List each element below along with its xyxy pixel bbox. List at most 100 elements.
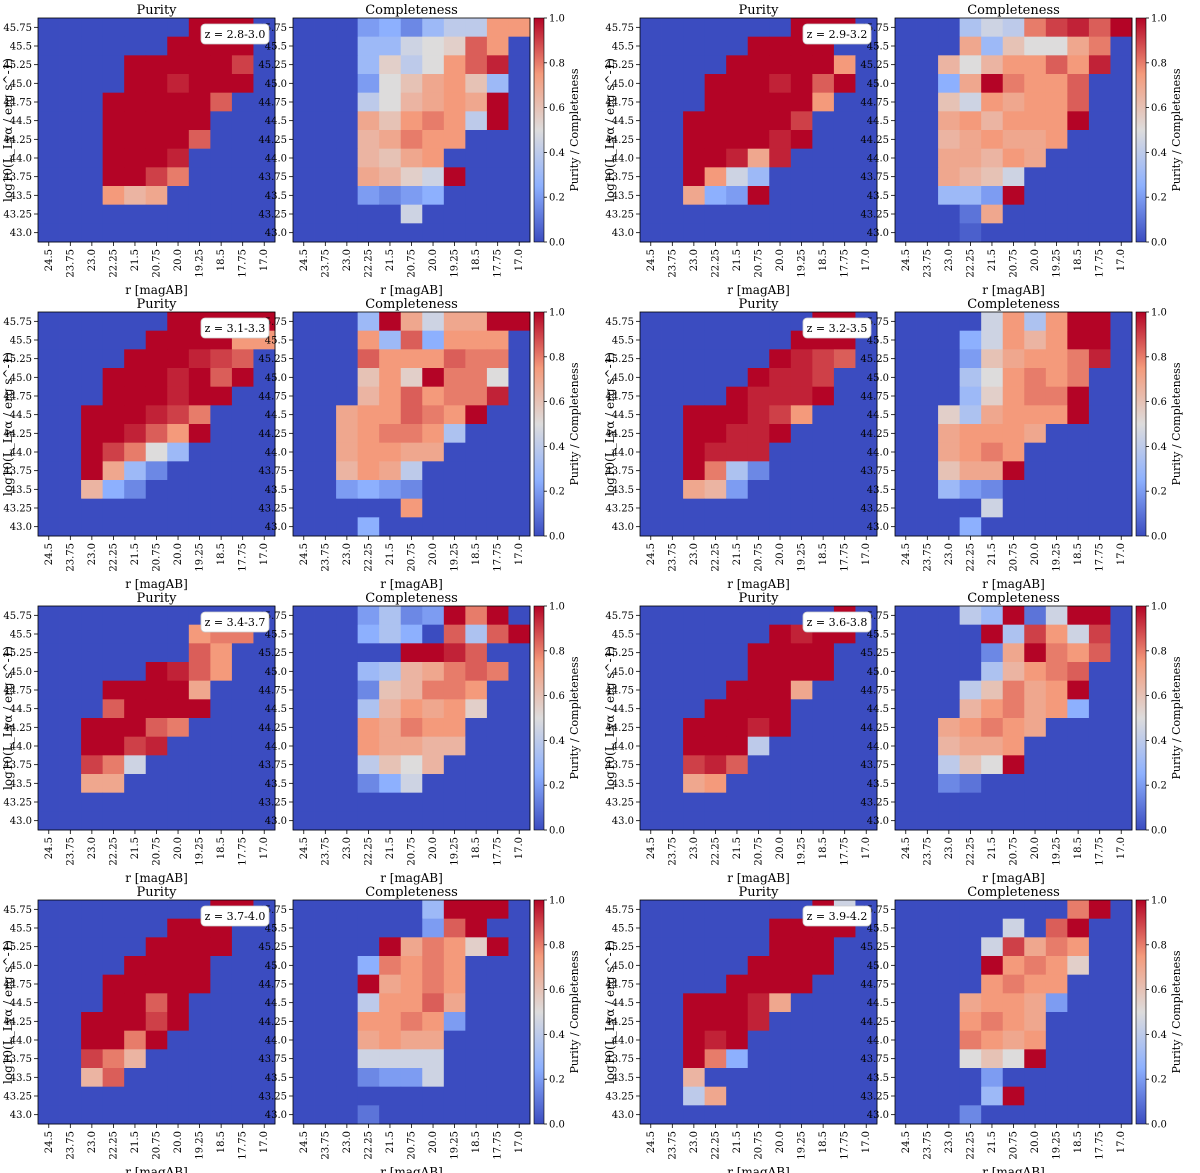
purity-cell	[640, 993, 662, 1013]
purity-cell	[726, 405, 749, 425]
y-tick-label: 45.25	[258, 60, 287, 71]
completeness-cell	[1110, 811, 1133, 831]
x-tick-label: 24.5	[901, 1131, 912, 1153]
y-tick-label: 43.5	[265, 191, 287, 202]
purity-cell	[640, 900, 662, 920]
x-tick-label: 23.75	[65, 837, 76, 866]
completeness-cell	[293, 1049, 315, 1069]
x-tick-label: 20.0	[428, 1131, 439, 1153]
completeness-cell	[1088, 900, 1111, 920]
completeness-cell	[959, 699, 982, 719]
completeness-cell	[1088, 606, 1111, 626]
purity-cell	[38, 811, 60, 831]
x-tick-label: 23.0	[342, 543, 353, 565]
completeness-cell	[895, 792, 917, 812]
completeness-cell	[422, 405, 445, 425]
purity-cell	[102, 148, 125, 168]
purity-cell	[81, 974, 104, 994]
y-tick-label: 44.5	[10, 998, 32, 1009]
completeness-cell	[938, 1105, 961, 1125]
completeness-cell	[443, 680, 466, 700]
completeness-cell	[422, 148, 445, 168]
purity-cell	[769, 368, 792, 388]
x-tick-label: 24.5	[299, 249, 310, 271]
purity-cell	[210, 1068, 233, 1088]
completeness-cell	[1024, 74, 1047, 94]
completeness-cell	[895, 937, 917, 957]
completeness-cell	[959, 937, 982, 957]
x-tick-label: 18.5	[818, 837, 829, 859]
purity-cell	[102, 186, 125, 206]
purity-cell	[188, 223, 211, 243]
completeness-cell	[465, 330, 488, 350]
completeness-cell	[314, 1030, 337, 1050]
completeness-cell	[1024, 974, 1047, 994]
x-tick-label: 17.75	[840, 543, 851, 572]
purity-cell	[167, 312, 190, 332]
completeness-cell	[1088, 918, 1111, 938]
colorbar-tick-label: 1.0	[549, 308, 565, 319]
purity-cell	[188, 718, 211, 738]
purity-cell	[855, 442, 878, 462]
purity-cell	[102, 517, 125, 537]
x-tick-label: 19.25	[195, 249, 206, 278]
purity-cell	[661, 368, 684, 388]
purity-cell	[726, 55, 749, 75]
completeness-cell	[938, 498, 961, 518]
completeness-cell	[400, 386, 423, 406]
completeness-cell	[1002, 517, 1025, 537]
completeness-cell	[293, 1105, 315, 1125]
completeness-cell	[357, 624, 380, 644]
completeness-cell	[938, 330, 961, 350]
completeness-cell	[336, 900, 359, 920]
x-tick-label: 20.75	[754, 543, 765, 572]
completeness-cell	[981, 624, 1004, 644]
purity-cell	[253, 792, 276, 812]
purity-cell	[188, 55, 211, 75]
y-tick-label: 44.75	[860, 392, 889, 403]
purity-cell	[661, 811, 684, 831]
purity-cell	[812, 1086, 835, 1106]
completeness-cell	[486, 937, 509, 957]
purity-cell	[833, 480, 856, 500]
completeness-cell	[1024, 956, 1047, 976]
completeness-cell	[938, 1068, 961, 1088]
x-tick-label: 20.0	[775, 543, 786, 565]
purity-cell	[640, 643, 662, 663]
completeness-cell	[895, 18, 917, 38]
x-tick-label: 23.0	[689, 837, 700, 859]
y-tick-label: 44.0	[612, 448, 634, 459]
completeness-cell	[293, 918, 315, 938]
x-tick-label: 24.5	[646, 543, 657, 565]
y-tick-label: 43.5	[867, 1073, 889, 1084]
completeness-cell	[293, 937, 315, 957]
x-tick-label: 17.75	[238, 1131, 249, 1160]
x-tick-label: 17.0	[259, 837, 270, 859]
completeness-cell	[400, 1030, 423, 1050]
purity-cell	[59, 517, 82, 537]
purity-cell	[124, 624, 147, 644]
purity-cell	[855, 74, 878, 94]
completeness-cell	[981, 223, 1004, 243]
x-tick-label: 20.75	[407, 249, 418, 278]
completeness-cell	[959, 662, 982, 682]
completeness-cell	[443, 993, 466, 1013]
purity-cell	[769, 517, 792, 537]
completeness-cell	[293, 774, 315, 794]
completeness-cell	[1110, 111, 1133, 131]
purity-cell	[81, 386, 104, 406]
y-tick-label: 44.25	[258, 1017, 287, 1028]
completeness-cell	[981, 424, 1004, 444]
purity-cell	[640, 606, 662, 626]
completeness-cell	[357, 1049, 380, 1069]
y-tick-label: 43.25	[258, 504, 287, 515]
completeness-cell	[508, 498, 531, 518]
purity-cell	[59, 368, 82, 388]
purity-cell	[704, 130, 727, 150]
completeness-cell	[1067, 956, 1090, 976]
completeness-cell	[1067, 424, 1090, 444]
redshift-badge	[200, 611, 270, 633]
purity-cell	[167, 811, 190, 831]
purity-cell	[769, 811, 792, 831]
colorbar	[533, 311, 545, 537]
